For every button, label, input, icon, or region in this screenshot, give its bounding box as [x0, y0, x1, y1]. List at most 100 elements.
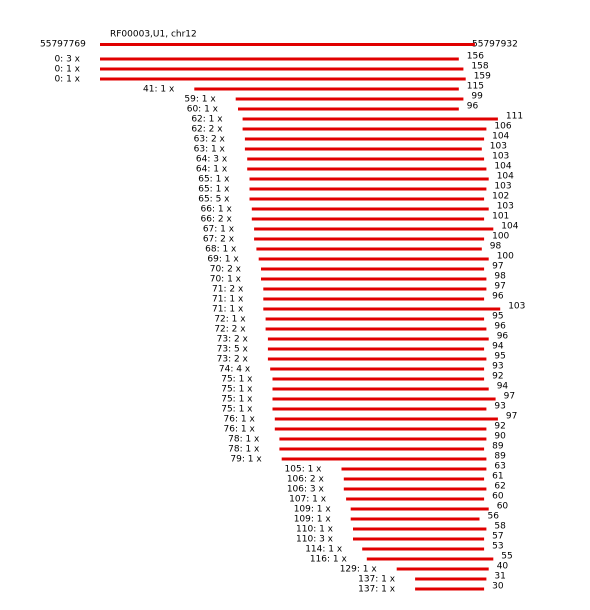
read-bar — [272, 397, 496, 401]
read-bar — [343, 477, 485, 481]
read-length: 103 — [497, 202, 514, 212]
read-bar — [279, 447, 485, 451]
read-bar — [343, 487, 487, 491]
read-length: 92 — [494, 422, 505, 432]
read-length: 104 — [492, 132, 509, 142]
read-label: 62: 1 x — [191, 115, 223, 125]
read-bar — [194, 87, 459, 91]
read-bar — [366, 557, 494, 561]
read-label: 74: 4 x — [219, 365, 251, 375]
read-length: 103 — [508, 302, 525, 312]
read-bar — [261, 267, 485, 271]
read-bar — [251, 217, 485, 221]
read-label: 73: 2 x — [217, 335, 249, 345]
read-label: 0: 1 x — [54, 65, 80, 75]
read-bar — [263, 297, 485, 301]
read-length: 94 — [497, 382, 509, 392]
read-label: 78: 1 x — [228, 435, 260, 445]
read-label: 71: 1 x — [212, 295, 244, 305]
read-bar — [100, 77, 466, 81]
read-length: 95 — [492, 312, 503, 322]
read-length: 96 — [492, 292, 504, 302]
read-length: 103 — [494, 182, 511, 192]
read-bar — [265, 317, 485, 321]
read-label: 107: 1 x — [289, 495, 327, 505]
read-bar — [396, 567, 489, 571]
read-bar — [242, 117, 498, 121]
read-bar — [415, 577, 487, 581]
read-length: 89 — [494, 452, 506, 462]
read-length: 63 — [494, 462, 505, 472]
read-label: 129: 1 x — [340, 565, 378, 575]
read-label: 71: 1 x — [212, 305, 244, 315]
read-label: 72: 1 x — [214, 315, 246, 325]
read-length: 159 — [474, 72, 491, 82]
read-bar — [254, 237, 485, 241]
read-label: 67: 2 x — [203, 235, 235, 245]
read-label: 59: 1 x — [184, 95, 216, 105]
read-bar — [261, 277, 487, 281]
read-bar — [263, 287, 487, 291]
read-label: 68: 1 x — [205, 245, 237, 255]
read-length: 89 — [492, 442, 504, 452]
read-bar — [415, 587, 485, 591]
read-length: 96 — [467, 102, 479, 112]
read-length: 104 — [501, 222, 518, 232]
read-bar — [263, 307, 501, 311]
read-length: 96 — [497, 332, 509, 342]
read-length: 98 — [494, 272, 506, 282]
read-bar — [244, 137, 485, 141]
read-label: 67: 1 x — [203, 225, 235, 235]
read-bar — [258, 257, 489, 261]
read-length: 93 — [494, 402, 505, 412]
read-length: 158 — [471, 62, 488, 72]
read-label: 65: 1 x — [198, 175, 230, 185]
read-label: 73: 2 x — [217, 355, 249, 365]
read-length: 103 — [490, 142, 507, 152]
read-bar — [274, 417, 498, 421]
read-label: 76: 1 x — [224, 425, 256, 435]
read-label: 71: 2 x — [212, 285, 244, 295]
read-label: 62: 2 x — [191, 125, 223, 135]
read-bar — [267, 357, 487, 361]
read-label: 78: 1 x — [228, 445, 260, 455]
read-label: 75: 1 x — [221, 385, 253, 395]
read-length: 60 — [497, 502, 509, 512]
read-bar — [341, 467, 487, 471]
read-label: 110: 3 x — [296, 535, 334, 545]
read-bar — [362, 547, 485, 551]
read-label: 76: 1 x — [224, 415, 256, 425]
read-bar — [251, 207, 489, 211]
read-label: 65: 5 x — [198, 195, 230, 205]
read-bar — [100, 67, 464, 71]
title: RF00003,U1, chr12 — [110, 30, 197, 40]
read-length: 53 — [492, 542, 503, 552]
read-length: 103 — [492, 152, 509, 162]
read-bar — [353, 537, 485, 541]
read-bar — [247, 167, 487, 171]
read-label: 116: 1 x — [310, 555, 348, 565]
read-label: 66: 1 x — [201, 205, 233, 215]
read-label: 106: 2 x — [287, 475, 325, 485]
read-bar — [238, 107, 459, 111]
read-bar — [242, 127, 487, 131]
read-bar — [272, 377, 485, 381]
read-label: 0: 3 x — [54, 55, 80, 65]
read-label: 65: 1 x — [198, 185, 230, 195]
read-length: 100 — [492, 232, 509, 242]
read-label: 109: 1 x — [294, 515, 332, 525]
read-length: 92 — [492, 372, 503, 382]
read-length: 104 — [497, 172, 514, 182]
read-label: 137: 1 x — [358, 575, 396, 585]
reference-end: 55797932 — [472, 40, 518, 50]
read-bar — [235, 97, 464, 101]
read-bar — [272, 387, 489, 391]
read-label: 75: 1 x — [221, 395, 253, 405]
read-label: 60: 1 x — [187, 105, 219, 115]
read-length: 99 — [471, 92, 483, 102]
read-bar — [274, 427, 487, 431]
read-bar — [353, 527, 487, 531]
read-label: 106: 3 x — [287, 485, 325, 495]
read-length: 96 — [494, 322, 506, 332]
